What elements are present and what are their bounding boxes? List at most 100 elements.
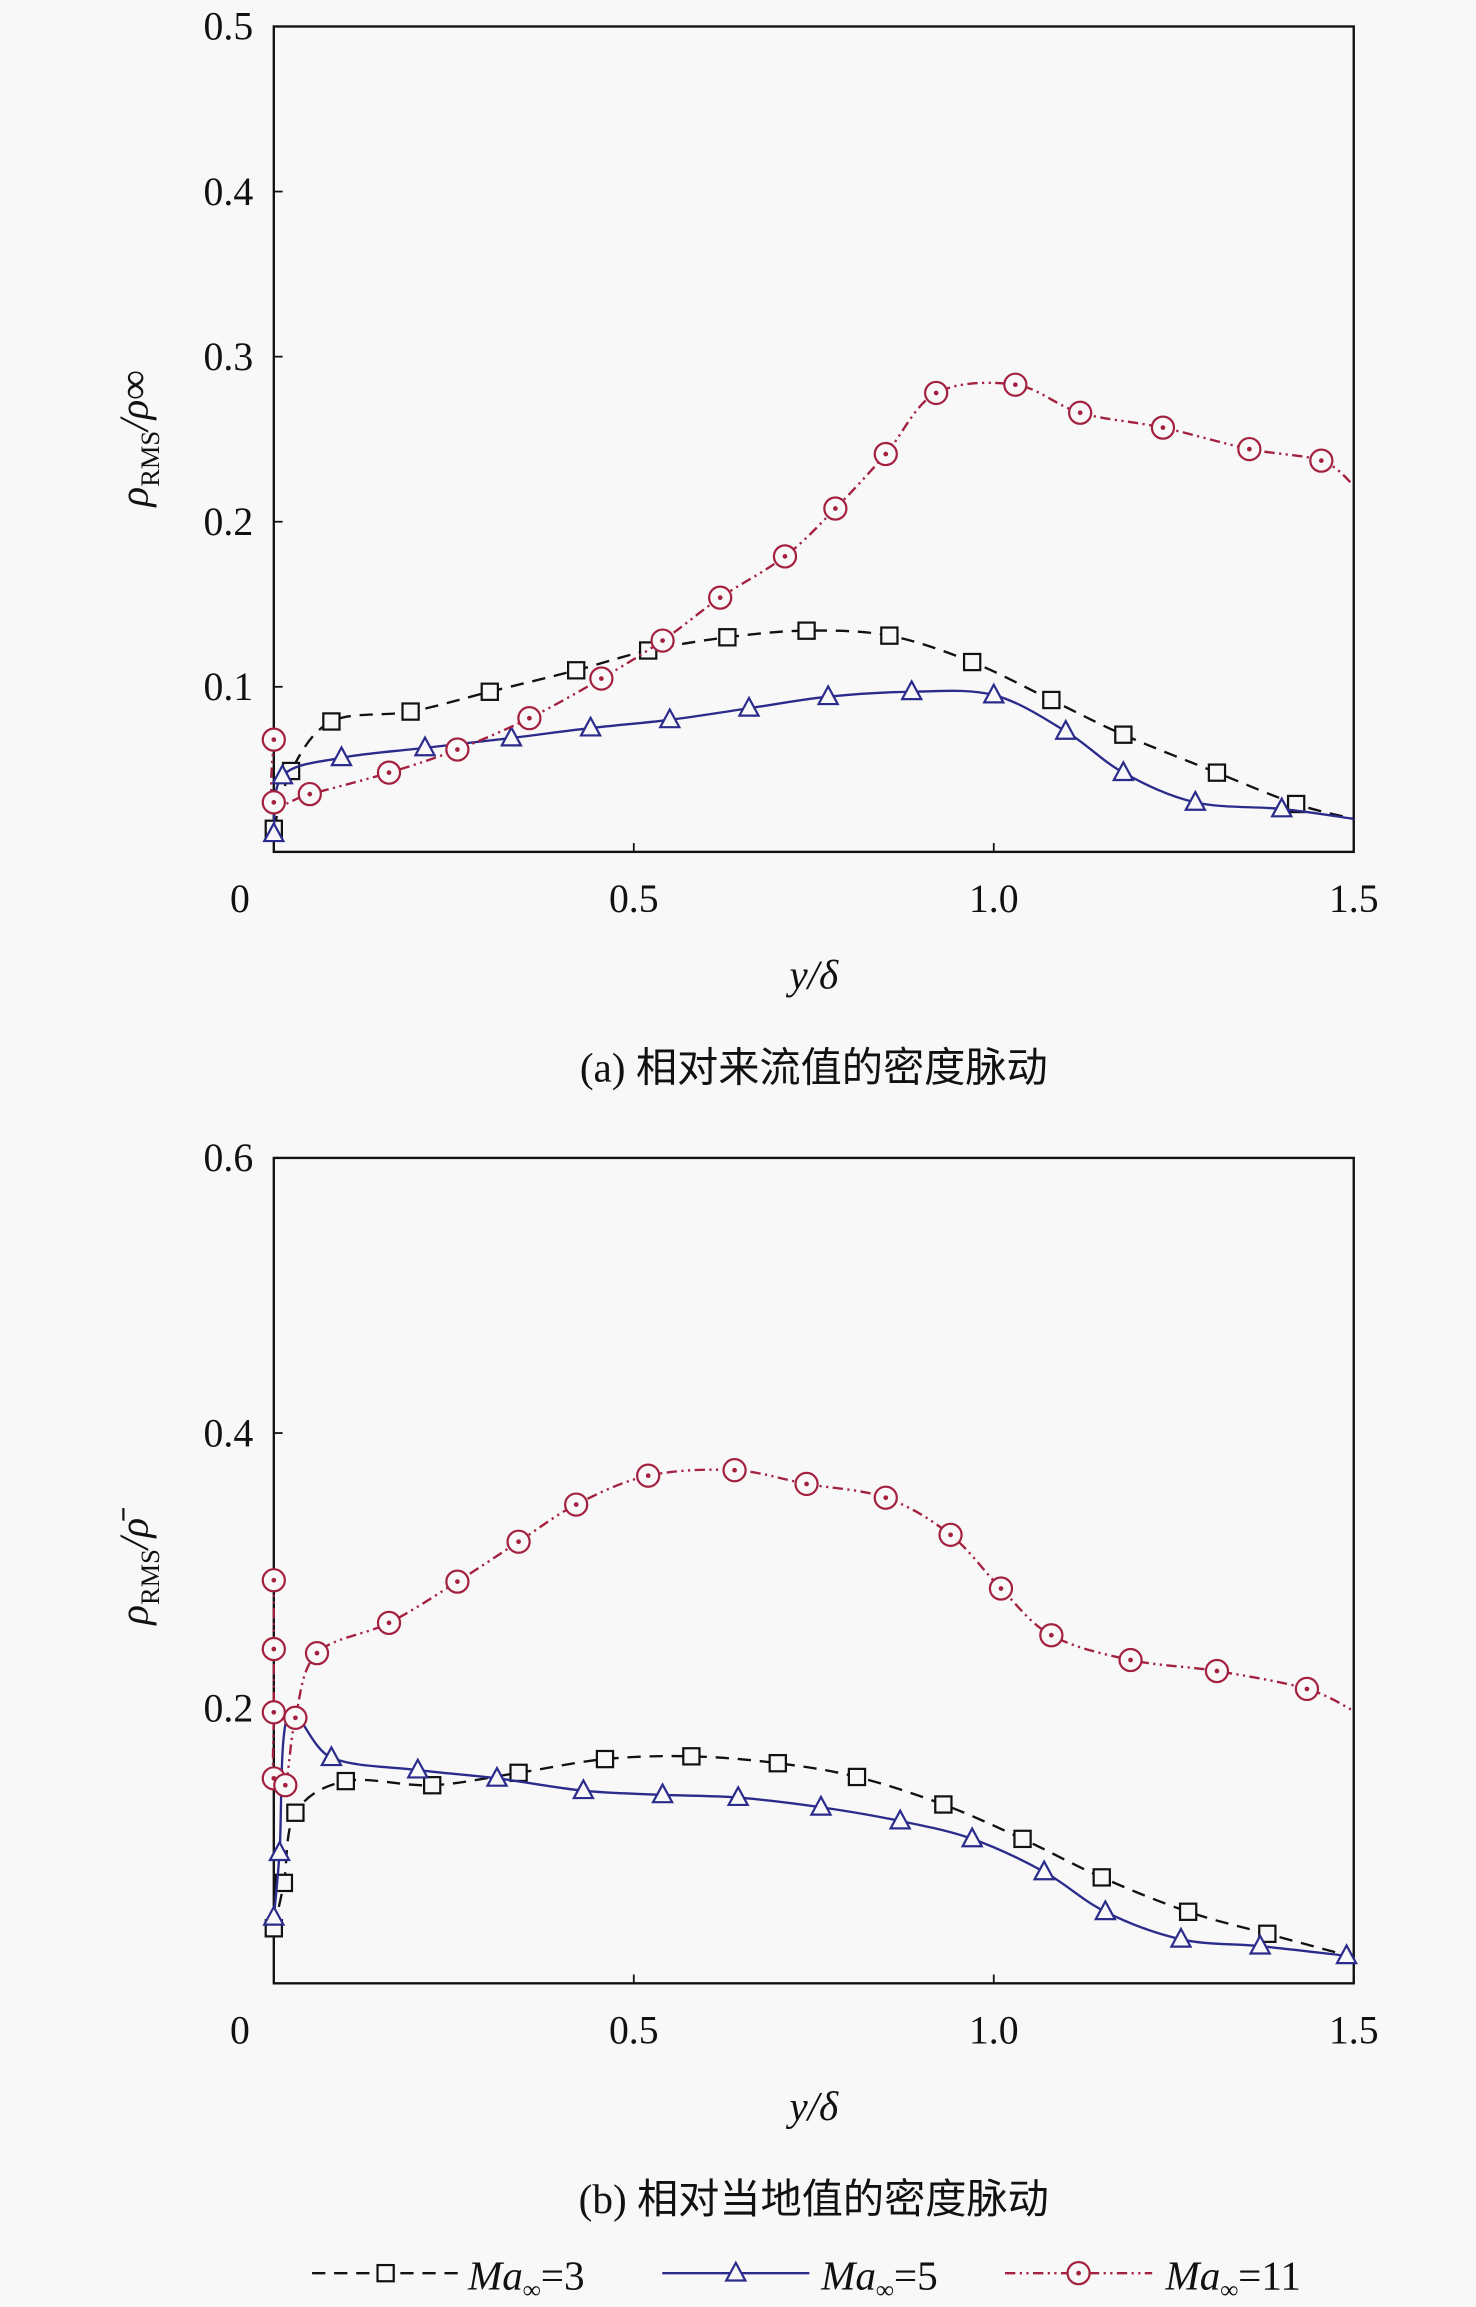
circle-marker: [297, 781, 322, 807]
x-tick-label: 1.0: [969, 877, 1019, 921]
legend-item-ma5: Ma∞=5: [662, 2252, 938, 2304]
series-triangle: [262, 679, 1354, 843]
x-tick-label: 0.5: [609, 877, 659, 921]
circle-marker: [794, 1471, 819, 1497]
legend-symbol: [312, 2263, 460, 2283]
triangle-marker: [262, 821, 286, 843]
square-marker: [286, 1803, 305, 1822]
circle-marker: [722, 1458, 747, 1483]
square-marker: [274, 1873, 294, 1893]
square-marker: [768, 1754, 787, 1773]
triangle-marker: [1335, 1943, 1358, 1965]
circle-marker: [823, 496, 848, 521]
legend-symbol: [1005, 2261, 1153, 2286]
y-axis-label: ρRMS/ρ̄: [110, 1507, 165, 1627]
triangle-marker: [651, 1782, 674, 1804]
chart-a: 0.1 0.2 0.3 0.4 0.5 0 0.5 1.0 1.5 y/δ ρRMS/ρ∞ (…: [110, 5, 1378, 1092]
series-square: [264, 1747, 1355, 1959]
triangle-marker: [1248, 1933, 1272, 1955]
y-tick-label: 0.3: [204, 335, 254, 379]
y-tick-labels: 0.2 0.4 0.6: [204, 1136, 283, 1730]
circle-marker: [304, 1641, 330, 1666]
circle-marker: [938, 1522, 963, 1547]
square-marker: [1092, 1868, 1111, 1887]
caption-a: (a) 相对来流值的密度脉动: [580, 1044, 1048, 1091]
series-circle: [261, 1458, 1355, 1798]
x-tick-labels: 0 0.5 1.0 1.5: [230, 1974, 1379, 2053]
triangle-marker: [809, 1794, 833, 1816]
triangle-marker: [816, 684, 840, 706]
triangle-marker: [406, 1757, 430, 1779]
series-square: [264, 621, 1355, 838]
triangle-marker: [1054, 718, 1078, 740]
square-marker: [880, 626, 899, 645]
legend-label: Ma∞=3: [467, 2252, 585, 2304]
circle-marker: [1150, 415, 1176, 440]
square-marker: [566, 661, 586, 680]
circle-marker: [445, 1569, 470, 1594]
triangle-marker: [1111, 760, 1135, 782]
x-tick-label: 1.5: [1329, 877, 1379, 921]
circle-marker: [1068, 400, 1093, 425]
triangle-marker: [499, 725, 523, 747]
square-marker: [480, 682, 499, 701]
circle-marker: [988, 1576, 1014, 1601]
plot-frame: [272, 1156, 1355, 1985]
square-marker: [934, 1795, 953, 1814]
triangle-marker: [413, 735, 437, 757]
triangle-marker: [1093, 1899, 1117, 1921]
x-tick-label: 1.5: [1329, 2009, 1379, 2053]
chart-b: 0.2 0.4 0.6 0 0.5 1.0 1.5 y/δ ρRMS/ρ̄ (b) 相对当…: [110, 1136, 1378, 2223]
square-marker: [336, 1771, 355, 1791]
y-tick-label: 0.1: [204, 665, 254, 709]
triangle-marker: [888, 1808, 912, 1830]
x-tick-labels: 0 0.5 1.0 1.5: [230, 843, 1379, 921]
series-line: [271, 1468, 1355, 1792]
circle-marker: [445, 737, 470, 762]
triangle-marker: [262, 1904, 286, 1926]
plot-frame: [272, 25, 1355, 854]
circle-marker: [772, 544, 798, 569]
triangle-marker: [1169, 1926, 1193, 1948]
series-line: [272, 689, 1354, 834]
circle-marker: [924, 380, 949, 406]
triangle-marker: [1183, 789, 1207, 811]
series-line: [272, 629, 1355, 830]
square-marker: [1042, 690, 1061, 710]
y-axis-label: ρRMS/ρ∞: [110, 370, 165, 508]
caption-b: (b) 相对当地值的密度脉动: [579, 2176, 1049, 2223]
circle-marker: [873, 441, 898, 467]
triangle-marker: [319, 1745, 343, 1767]
square-marker: [401, 702, 420, 721]
circle-marker: [564, 1492, 589, 1517]
series-line: [272, 1754, 1355, 1959]
triangle-marker: [724, 2260, 748, 2282]
triangle-marker: [268, 1840, 291, 1862]
circle-marker: [517, 706, 542, 731]
x-tick-label: 0: [230, 877, 250, 921]
triangle-marker: [1032, 1859, 1056, 1881]
x-tick-label: 0.5: [609, 2009, 659, 2053]
circle-marker: [261, 1700, 286, 1725]
y-tick-label: 0.6: [204, 1136, 254, 1180]
y-tick-label: 0.4: [204, 1411, 254, 1455]
triangle-marker: [271, 763, 294, 785]
legend-item-ma11: Ma∞=11: [1005, 2252, 1301, 2304]
square-marker: [1207, 763, 1227, 782]
circle-marker: [1237, 436, 1262, 462]
circle-marker: [873, 1485, 898, 1510]
y-tick-label: 0.4: [204, 170, 254, 214]
circle-marker: [650, 628, 675, 653]
square-marker: [718, 628, 737, 647]
square-marker: [509, 1763, 528, 1783]
circle-marker: [1039, 1623, 1064, 1648]
square-marker: [962, 652, 982, 672]
triangle-marker: [726, 1784, 750, 1807]
y-tick-label: 0.2: [204, 1686, 254, 1730]
square-marker: [1286, 794, 1306, 814]
square-marker: [1114, 725, 1133, 744]
circle-marker: [261, 1636, 286, 1662]
circle-marker: [273, 1773, 298, 1798]
circle-marker: [1118, 1647, 1143, 1673]
